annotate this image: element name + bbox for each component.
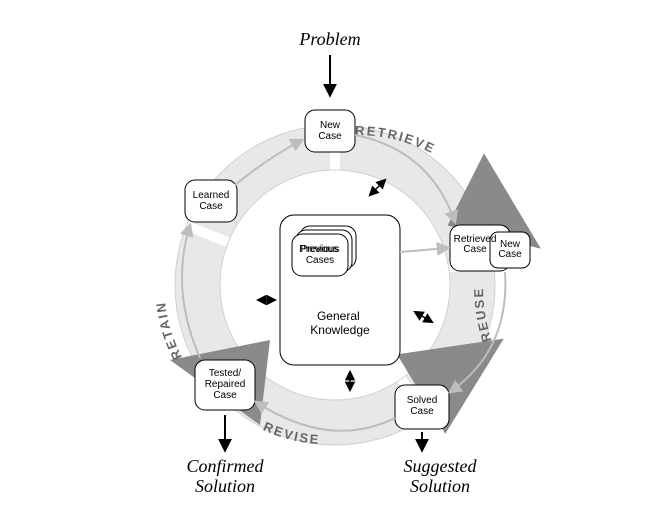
node-retrieved-case: RetrievedCase NewCase bbox=[450, 225, 530, 271]
svg-text:NewCase: NewCase bbox=[318, 120, 342, 142]
general-knowledge-label: General Knowledge bbox=[310, 309, 370, 337]
problem-label: Problem bbox=[298, 29, 360, 49]
solution1-label: Solution bbox=[195, 476, 255, 496]
svg-text:NewCase: NewCase bbox=[498, 239, 522, 260]
cbr-cycle-diagram: RETRIEVE REUSE REVISE RETAIN Previous Pr… bbox=[0, 0, 670, 523]
node-new-case: NewCase bbox=[305, 110, 355, 152]
node-solved-case: SolvedCase bbox=[395, 385, 449, 429]
confirmed-label: Confirmed bbox=[186, 456, 264, 476]
node-learned-case: LearnedCase bbox=[185, 180, 237, 222]
suggested-label: Suggested bbox=[404, 456, 478, 476]
center-knowledge-box: Previous Previous Cases General Knowledg… bbox=[280, 215, 400, 365]
node-tested-case: Tested/RepairedCase bbox=[195, 360, 255, 410]
solution2-label: Solution bbox=[410, 476, 470, 496]
svg-text:SolvedCase: SolvedCase bbox=[407, 395, 438, 417]
